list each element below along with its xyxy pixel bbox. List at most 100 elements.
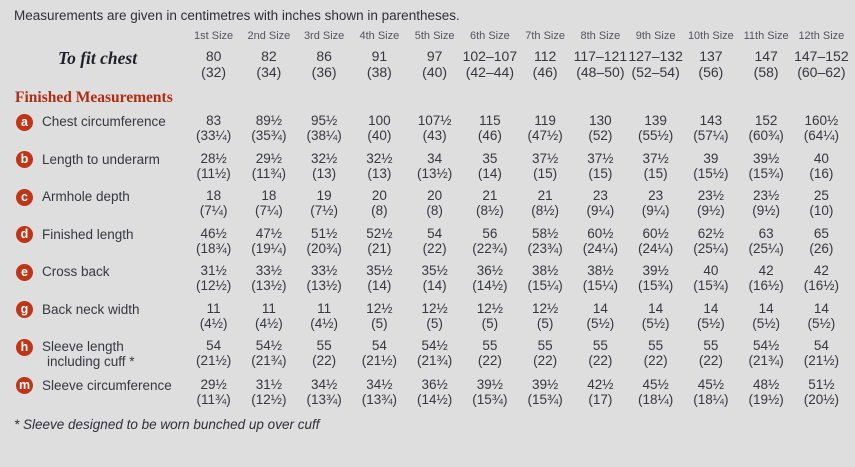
cm-value: 52½: [366, 225, 393, 241]
cm-value: 14: [592, 300, 608, 316]
cm-value: 12½: [366, 300, 393, 316]
cm-value: 137: [699, 48, 723, 64]
in-value: (19½): [748, 391, 784, 407]
size-column-header: 8th Size: [580, 30, 621, 42]
measurement-cell-size-7: 55 (22): [518, 338, 573, 368]
finished-measurements-heading: Finished Measurements: [15, 89, 173, 106]
measurement-cell-size-11: 39½ (15¾): [739, 151, 794, 181]
cm-value: 55: [316, 338, 332, 353]
cm-value: 18: [261, 188, 277, 203]
cm-value: 14: [813, 300, 829, 316]
measurement-cell-size-7: 39½ (15¾): [518, 377, 573, 407]
row-label: Chest circumference: [42, 113, 166, 129]
measurement-cell-size-3: 11 (4½): [297, 301, 352, 331]
cm-value: 14: [758, 300, 774, 316]
row-label: Sleeve length including cuff *: [42, 338, 135, 369]
measurement-cell-size-8: 38½ (15¼): [573, 263, 628, 293]
in-value: (25¼): [748, 240, 784, 256]
cm-value: 28½: [200, 150, 227, 166]
in-value: (55½): [637, 128, 674, 143]
cm-value: 29½: [200, 376, 227, 392]
in-value: (5): [371, 315, 388, 331]
measurement-row-b: b Length to underarm 28½ (11½) 29½ (11¾) 32½ (1…: [10, 151, 849, 181]
size-column-header: 12th Size: [798, 30, 845, 42]
cm-value: 119: [534, 113, 556, 128]
in-value: (15¾): [693, 278, 729, 293]
measurement-cell-size-5: 12½ (5): [407, 301, 462, 331]
cm-value: 31½: [255, 376, 283, 392]
size-column-header: 3rd Size: [303, 30, 345, 42]
cm-value: 39½: [476, 376, 504, 392]
cm-value: 39½: [531, 376, 559, 392]
cm-value: 39½: [752, 150, 780, 166]
row-label: Sleeve circumference: [42, 377, 172, 393]
in-value: (5½): [807, 315, 836, 331]
in-value: (18¼): [637, 391, 674, 407]
cm-value: 63: [758, 225, 774, 241]
row-label-cell: d Finished length: [10, 226, 186, 243]
in-value: (52): [588, 128, 613, 143]
measurement-cell-size-4: 52½ (21): [352, 226, 407, 256]
row-badge-g: g: [16, 301, 33, 318]
cm-value: 97: [426, 48, 443, 64]
in-value: (19¼): [251, 240, 287, 256]
row-label-line1: Cross back: [42, 264, 110, 279]
measurement-cell-size-11: 42 (16½): [739, 263, 794, 293]
row-label-cell: g Back neck width: [10, 301, 186, 318]
size-column-header: 4th Size: [359, 30, 400, 42]
cm-value: 35½: [366, 263, 393, 278]
cm-value: 21: [537, 188, 553, 203]
size-column-header: 6th Size: [470, 30, 510, 42]
measurement-cell-size-5: 97 (40): [407, 48, 462, 80]
measurement-cell-size-9: 139 (55½): [628, 113, 683, 143]
row-label: Finished length: [42, 226, 134, 242]
in-value: (13): [312, 165, 337, 181]
row-label: Armhole depth: [42, 188, 130, 204]
cm-value: 14: [703, 300, 719, 316]
row-badge-a: a: [16, 113, 33, 131]
in-value: (14): [477, 165, 502, 181]
row-badge-e: e: [16, 263, 33, 281]
cm-value: 39: [703, 150, 719, 166]
measurement-cell-size-7: 37½ (15): [518, 151, 573, 181]
row-label-cell: b Length to underarm: [10, 151, 186, 168]
in-value: (12½): [251, 391, 287, 407]
measurement-cell-size-10: 40 (15¾): [683, 263, 738, 293]
measurement-cell-size-11: 152 (60¾): [739, 113, 794, 143]
cm-value: 54½: [421, 338, 448, 353]
measurement-cell-size-2: 89½ (35¾): [241, 113, 296, 143]
measurement-cell-size-3: 33½ (13½): [297, 263, 352, 293]
row-label-cell: e Cross back: [10, 263, 186, 281]
cm-value: 34: [427, 150, 443, 166]
cm-value: 54½: [752, 338, 780, 353]
measurement-row-g: g Back neck width 11 (4½) 11 (4½) 11 (4½) 12½ (5)…: [10, 301, 849, 331]
cm-value: 11: [261, 300, 276, 316]
measurement-cell-size-12: 54 (21½): [794, 338, 849, 368]
cm-value: 32½: [310, 150, 338, 166]
measurement-cell-size-6: 21 (8½): [462, 188, 517, 218]
measurement-cell-size-10: 39 (15½): [683, 151, 738, 181]
measurement-cell-size-2: 82 (34): [241, 48, 296, 80]
in-value: (22): [698, 353, 723, 368]
in-value: (48–50): [576, 64, 625, 80]
cm-value: 37½: [531, 150, 559, 166]
row-badge-b: b: [16, 151, 33, 168]
cm-value: 147–152: [794, 48, 849, 64]
measurement-cell-size-6: 35 (14): [462, 151, 517, 181]
in-value: (5): [426, 315, 443, 331]
measurement-cell-size-4: 20 (8): [352, 188, 407, 218]
cm-value: 62½: [697, 225, 725, 241]
measurement-cell-size-1: 11 (4½): [186, 301, 241, 331]
measurement-cell-size-1: 54 (21½): [186, 338, 241, 368]
in-value: (7¼): [254, 203, 283, 218]
measurement-cell-size-12: 25 (10): [794, 188, 849, 218]
in-value: (14): [422, 278, 447, 293]
in-value: (11¾): [196, 391, 231, 407]
measurement-cell-size-7: 12½ (5): [518, 301, 573, 331]
measurement-cell-size-3: 86 (36): [297, 48, 352, 80]
row-label-cell: h Sleeve length including cuff *: [10, 338, 186, 369]
in-value: (13½): [251, 278, 287, 293]
in-value: (34): [256, 64, 282, 80]
measurement-cell-size-5: 54½ (21¾): [407, 338, 462, 368]
